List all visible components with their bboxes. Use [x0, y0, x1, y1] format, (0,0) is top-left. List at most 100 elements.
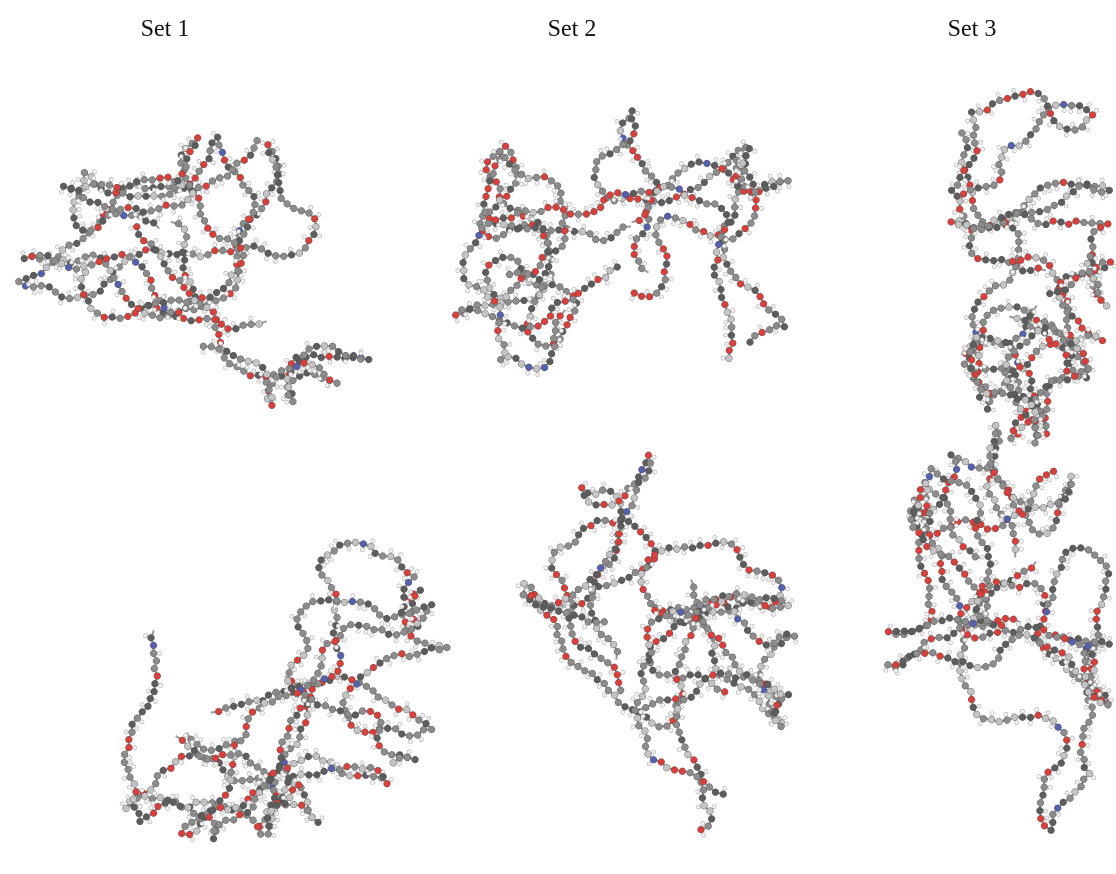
- carbon-atom: [134, 192, 142, 200]
- hydrogen-atom: [1050, 407, 1056, 413]
- hydrogen-atom: [137, 184, 143, 190]
- oxygen-atom: [582, 210, 590, 218]
- carbon-atom: [641, 167, 649, 175]
- hydrogen-atom: [748, 195, 754, 200]
- carbon-atom: [737, 175, 746, 183]
- hydrogen-atom: [79, 258, 85, 263]
- hydrogen-atom: [326, 348, 331, 354]
- carbon-atom: [1021, 316, 1029, 325]
- oxygen-atom: [215, 330, 223, 339]
- carbon-atom: [312, 223, 320, 231]
- hydrogen-atom: [1021, 204, 1027, 209]
- carbon-atom: [273, 171, 282, 179]
- hydrogen-atom: [118, 180, 124, 186]
- oxygen-atom: [718, 165, 726, 173]
- hydrogen-atom: [179, 196, 184, 202]
- oxygen-atom: [614, 189, 622, 197]
- hydrogen-atom: [498, 159, 503, 164]
- carbon-atom: [983, 405, 992, 413]
- hydrogen-atom: [1099, 177, 1105, 183]
- oxygen-atom: [484, 185, 492, 193]
- oxygen-atom: [156, 174, 164, 182]
- carbon-atom: [747, 219, 755, 227]
- carbon-atom: [1019, 267, 1027, 275]
- hydrogen-atom: [482, 235, 487, 241]
- hydrogen-atom: [745, 184, 751, 190]
- carbon-atom: [1071, 126, 1079, 134]
- carbon-atom: [205, 155, 213, 163]
- carbon-atom: [590, 173, 598, 182]
- carbon-atom: [308, 361, 316, 369]
- carbon-atom: [138, 263, 146, 271]
- carbon-atom: [495, 319, 503, 327]
- carbon-atom: [116, 205, 124, 213]
- carbon-atom: [284, 383, 292, 391]
- carbon-atom: [1031, 439, 1039, 447]
- hydrogen-atom: [188, 172, 193, 178]
- carbon-atom: [182, 163, 190, 171]
- hydrogen-atom: [76, 207, 82, 212]
- carbon-atom: [1030, 416, 1039, 424]
- carbon-atom: [1034, 327, 1042, 335]
- hydrogen-atom: [321, 349, 327, 355]
- oxygen-atom: [179, 314, 188, 323]
- hydrogen-atom: [485, 227, 490, 233]
- hydrogen-atom: [963, 368, 969, 374]
- carbon-atom: [954, 181, 962, 189]
- oxygen-atom: [630, 250, 638, 259]
- carbon-atom: [1075, 102, 1084, 110]
- carbon-atom: [135, 230, 143, 239]
- hydrogen-atom: [1080, 345, 1086, 351]
- carbon-atom: [1080, 218, 1088, 227]
- oxygen-atom: [1106, 258, 1115, 266]
- carbon-atom: [461, 251, 469, 259]
- carbon-atom: [1015, 142, 1023, 150]
- carbon-atom: [1069, 188, 1077, 196]
- hydrogen-atom: [216, 312, 221, 318]
- carbon-atom: [58, 293, 66, 301]
- hydrogen-atom: [962, 178, 968, 183]
- hydrogen-atom: [200, 229, 206, 235]
- oxygen-atom: [302, 719, 310, 727]
- carbon-atom: [518, 170, 526, 178]
- hydrogen-atom: [526, 277, 532, 282]
- hydrogen-atom: [101, 250, 107, 256]
- carbon-atom: [983, 390, 991, 398]
- carbon-atom: [148, 176, 156, 184]
- carbon-atom: [780, 323, 789, 331]
- carbon-atom: [1057, 198, 1066, 206]
- carbon-atom: [999, 281, 1008, 289]
- carbon-atom: [1087, 235, 1095, 243]
- hydrogen-atom: [559, 328, 564, 334]
- carbon-atom: [109, 198, 117, 206]
- carbon-atom: [712, 168, 721, 176]
- carbon-atom: [969, 225, 978, 233]
- carbon-atom: [507, 148, 515, 156]
- oxygen-atom: [974, 254, 982, 263]
- oxygen-atom: [714, 256, 722, 264]
- carbon-atom: [517, 360, 526, 368]
- carbon-atom: [203, 314, 211, 323]
- hydrogen-atom: [968, 334, 974, 340]
- carbon-atom: [500, 220, 508, 229]
- carbon-atom: [69, 206, 77, 214]
- hydrogen-atom: [1069, 350, 1074, 355]
- carbon-atom: [1036, 184, 1044, 192]
- carbon-atom: [499, 214, 507, 222]
- carbon-atom: [36, 251, 44, 259]
- carbon-atom: [247, 320, 255, 328]
- carbon-atom: [954, 221, 963, 229]
- carbon-atom: [72, 265, 81, 273]
- oxygen-atom: [1026, 88, 1035, 96]
- hydrogen-atom: [226, 243, 231, 249]
- carbon-atom: [228, 166, 237, 174]
- carbon-atom: [159, 766, 167, 774]
- carbon-atom: [990, 365, 998, 373]
- hydrogen-atom: [698, 234, 703, 239]
- oxygen-atom: [540, 173, 549, 181]
- hydrogen-atom: [1039, 105, 1045, 111]
- carbon-atom: [531, 224, 539, 232]
- carbon-atom: [1059, 336, 1068, 344]
- carbon-atom: [77, 283, 86, 291]
- hydrogen-atom: [977, 289, 983, 295]
